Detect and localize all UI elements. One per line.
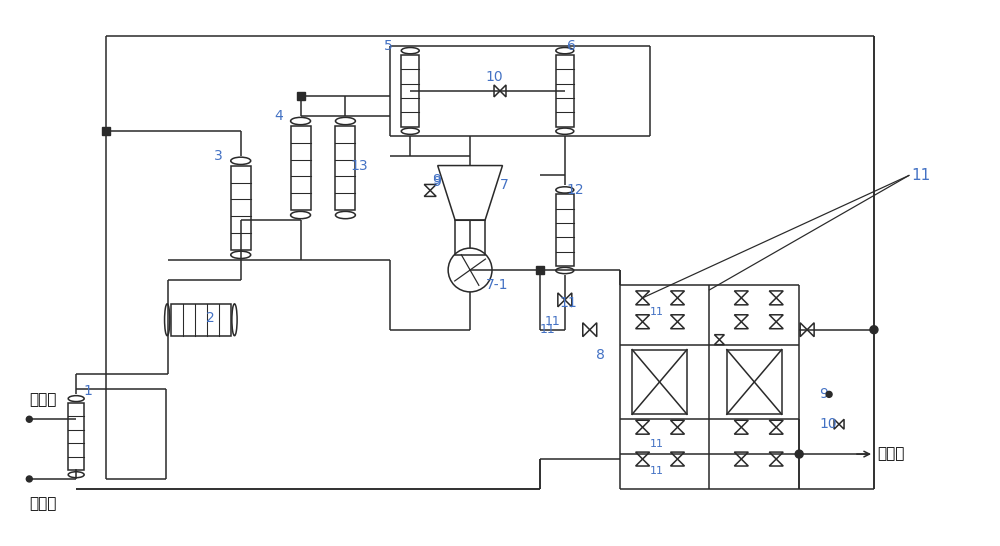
- Text: 11: 11: [911, 168, 930, 183]
- Polygon shape: [734, 427, 748, 434]
- Polygon shape: [424, 185, 436, 191]
- Polygon shape: [769, 298, 783, 305]
- Polygon shape: [769, 459, 783, 466]
- Polygon shape: [636, 459, 650, 466]
- Polygon shape: [734, 315, 748, 322]
- Text: 12: 12: [567, 183, 584, 198]
- Polygon shape: [671, 452, 684, 459]
- Polygon shape: [671, 298, 684, 305]
- Polygon shape: [671, 315, 684, 322]
- Polygon shape: [734, 322, 748, 329]
- Circle shape: [826, 391, 832, 397]
- Polygon shape: [636, 420, 650, 427]
- Polygon shape: [734, 459, 748, 466]
- Text: 9: 9: [432, 174, 441, 187]
- Polygon shape: [500, 85, 506, 97]
- Polygon shape: [424, 191, 436, 197]
- Circle shape: [26, 416, 32, 422]
- Polygon shape: [769, 427, 783, 434]
- Polygon shape: [839, 419, 844, 429]
- Polygon shape: [734, 298, 748, 305]
- Text: 11: 11: [545, 315, 561, 328]
- Polygon shape: [636, 452, 650, 459]
- Polygon shape: [636, 427, 650, 434]
- Polygon shape: [494, 85, 500, 97]
- Text: 11: 11: [650, 466, 664, 476]
- Circle shape: [795, 450, 803, 458]
- Text: 11: 11: [560, 296, 578, 310]
- Polygon shape: [834, 419, 839, 429]
- Polygon shape: [671, 420, 684, 427]
- Polygon shape: [590, 323, 597, 337]
- Polygon shape: [636, 315, 650, 322]
- Text: 11: 11: [650, 439, 664, 449]
- Text: 9: 9: [432, 175, 441, 189]
- Circle shape: [870, 326, 878, 334]
- Text: 6: 6: [567, 39, 576, 53]
- Polygon shape: [671, 291, 684, 298]
- FancyBboxPatch shape: [102, 127, 110, 135]
- Text: 9: 9: [819, 387, 828, 401]
- Polygon shape: [734, 452, 748, 459]
- Polygon shape: [769, 452, 783, 459]
- Text: 10: 10: [819, 417, 837, 431]
- Polygon shape: [734, 420, 748, 427]
- Text: 5: 5: [384, 39, 392, 53]
- Polygon shape: [769, 291, 783, 298]
- Polygon shape: [558, 293, 565, 307]
- FancyBboxPatch shape: [297, 92, 305, 100]
- Text: 3: 3: [214, 149, 223, 163]
- Polygon shape: [769, 315, 783, 322]
- Text: 11: 11: [650, 307, 664, 317]
- Text: 产品气: 产品气: [29, 392, 57, 407]
- Polygon shape: [671, 459, 684, 466]
- Polygon shape: [714, 335, 724, 340]
- Polygon shape: [769, 420, 783, 427]
- Text: 7-1: 7-1: [486, 278, 509, 292]
- Text: 10: 10: [485, 70, 503, 84]
- Text: 7: 7: [500, 179, 509, 192]
- Text: 4: 4: [274, 109, 283, 123]
- Polygon shape: [734, 291, 748, 298]
- Polygon shape: [636, 291, 650, 298]
- Polygon shape: [714, 340, 724, 345]
- Polygon shape: [800, 323, 807, 337]
- FancyBboxPatch shape: [536, 266, 544, 274]
- Text: 2: 2: [206, 311, 215, 325]
- Polygon shape: [671, 322, 684, 329]
- Text: 13: 13: [350, 158, 368, 173]
- Text: 11: 11: [540, 323, 556, 336]
- Text: 原料气: 原料气: [29, 496, 57, 511]
- Polygon shape: [807, 323, 814, 337]
- Polygon shape: [583, 323, 590, 337]
- Text: 再生气: 再生气: [877, 447, 904, 461]
- Polygon shape: [565, 293, 572, 307]
- Text: 8: 8: [596, 348, 605, 361]
- Polygon shape: [769, 322, 783, 329]
- Polygon shape: [671, 427, 684, 434]
- Circle shape: [26, 476, 32, 482]
- Polygon shape: [636, 298, 650, 305]
- Polygon shape: [636, 322, 650, 329]
- Text: 1: 1: [83, 384, 92, 399]
